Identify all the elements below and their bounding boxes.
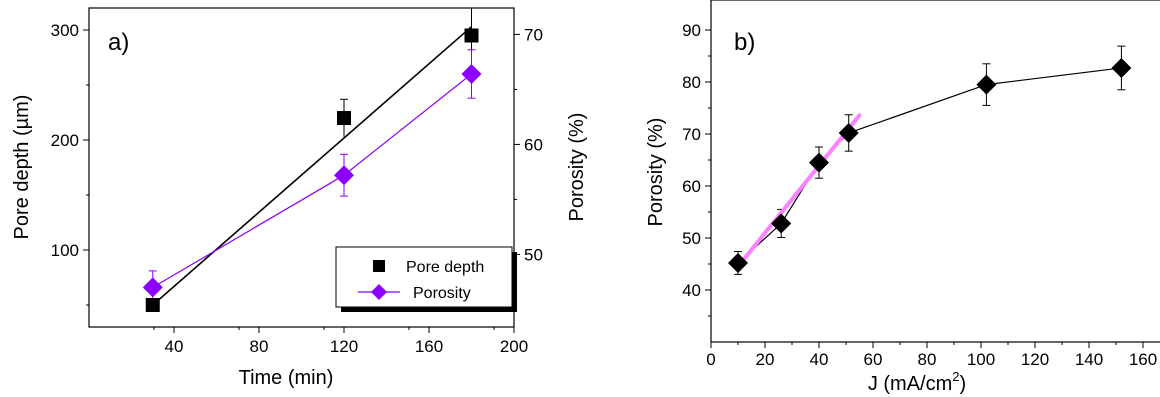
panel-b-y-tick-label: 60 bbox=[682, 177, 701, 196]
linear-fit-line bbox=[736, 113, 862, 269]
panel-a-label: a) bbox=[108, 29, 129, 56]
porosity-point bbox=[142, 277, 163, 298]
pore-depth-fit-line bbox=[152, 26, 473, 306]
panel-b-y-tick-label: 80 bbox=[682, 73, 701, 92]
panel-b-y-tick-label: 70 bbox=[682, 125, 701, 144]
panel-b-y-axis-title: Porosity (%) bbox=[645, 118, 667, 227]
panel-a-left-tick-label: 200 bbox=[51, 131, 79, 150]
panel-a-x-tick-label: 120 bbox=[330, 337, 358, 356]
panel-a-right-tick-label: 60 bbox=[524, 135, 543, 154]
panel-a-x-tick-label: 80 bbox=[250, 337, 269, 356]
panel-b-x-tick-label: 0 bbox=[706, 350, 715, 369]
pore-depth-point bbox=[145, 298, 160, 312]
panel-b: b) J (mA/cm2) Porosity (%) 0 20 40 60 80 100 1… bbox=[645, 0, 1160, 395]
panel-b-frame bbox=[710, 0, 1160, 343]
panel-b-x-axis-title-sup: 2 bbox=[952, 369, 959, 384]
panel-a-right-tick-label: 50 bbox=[524, 245, 543, 264]
panel-a-left-tick-label: 100 bbox=[51, 241, 79, 260]
panel-a-left-axis-title: Pore depth (µm) bbox=[11, 95, 33, 240]
legend-label-porosity: Porosity bbox=[413, 285, 471, 302]
panel-b-x-axis-title-end: ) bbox=[960, 373, 967, 395]
porosity-point bbox=[838, 122, 859, 143]
panel-b-x-axis-title-main: J (mA/cm bbox=[868, 373, 952, 395]
porosity-point bbox=[334, 165, 354, 186]
panel-b-x-tick-label: 120 bbox=[1021, 350, 1049, 369]
panel-a-x-tick-label: 40 bbox=[165, 337, 184, 356]
panel-a-x-tick-label: 200 bbox=[500, 337, 528, 356]
legend-label-pore-depth: Pore depth bbox=[406, 259, 484, 276]
panel-a-left-tick-label: 300 bbox=[51, 21, 79, 40]
panel-b-x-tick-label: 140 bbox=[1075, 350, 1103, 369]
legend-box bbox=[335, 246, 513, 308]
panel-b-x-tick-label: 100 bbox=[967, 350, 995, 369]
panel-b-y-tick-label: 50 bbox=[682, 229, 701, 248]
panel-b-x-tick-label: 160 bbox=[1129, 350, 1157, 369]
panel-b-y-tick-label: 90 bbox=[682, 21, 701, 40]
legend-marker-pore-depth bbox=[373, 260, 385, 272]
porosity-line bbox=[737, 67, 1122, 264]
porosity-point bbox=[461, 64, 482, 84]
porosity-point bbox=[1111, 57, 1132, 78]
panel-a-right-axis-title: Porosity (%) bbox=[566, 113, 588, 222]
porosity-point bbox=[771, 213, 792, 234]
panel-b-x-axis-title: J (mA/cm2) bbox=[868, 369, 966, 395]
panel-a-right-tick-label: 70 bbox=[524, 25, 543, 44]
panel-b-x-tick-label: 40 bbox=[810, 350, 829, 369]
panel-a-x-tick-label: 160 bbox=[415, 337, 443, 356]
legend-marker-porosity bbox=[371, 284, 387, 300]
porosity-point bbox=[976, 74, 997, 95]
panel-a-legend: Pore depth Porosity bbox=[335, 246, 517, 312]
porosity-point bbox=[809, 152, 829, 173]
pore-depth-point bbox=[337, 111, 351, 125]
panel-a: a) Time (min) Pore depth (µm) Porosity (… bbox=[11, 7, 588, 389]
panel-b-x-tick-label: 60 bbox=[864, 350, 883, 369]
pore-depth-point bbox=[464, 28, 479, 43]
panel-b-label: b) bbox=[734, 29, 755, 56]
panel-b-x-tick-label: 80 bbox=[918, 350, 937, 369]
panel-b-y-tick-label: 40 bbox=[682, 281, 701, 300]
panel-a-frame bbox=[88, 7, 515, 328]
porosity-point bbox=[728, 252, 748, 273]
panel-b-x-tick-label: 20 bbox=[756, 350, 775, 369]
panel-a-x-axis-title: Time (min) bbox=[239, 367, 334, 389]
